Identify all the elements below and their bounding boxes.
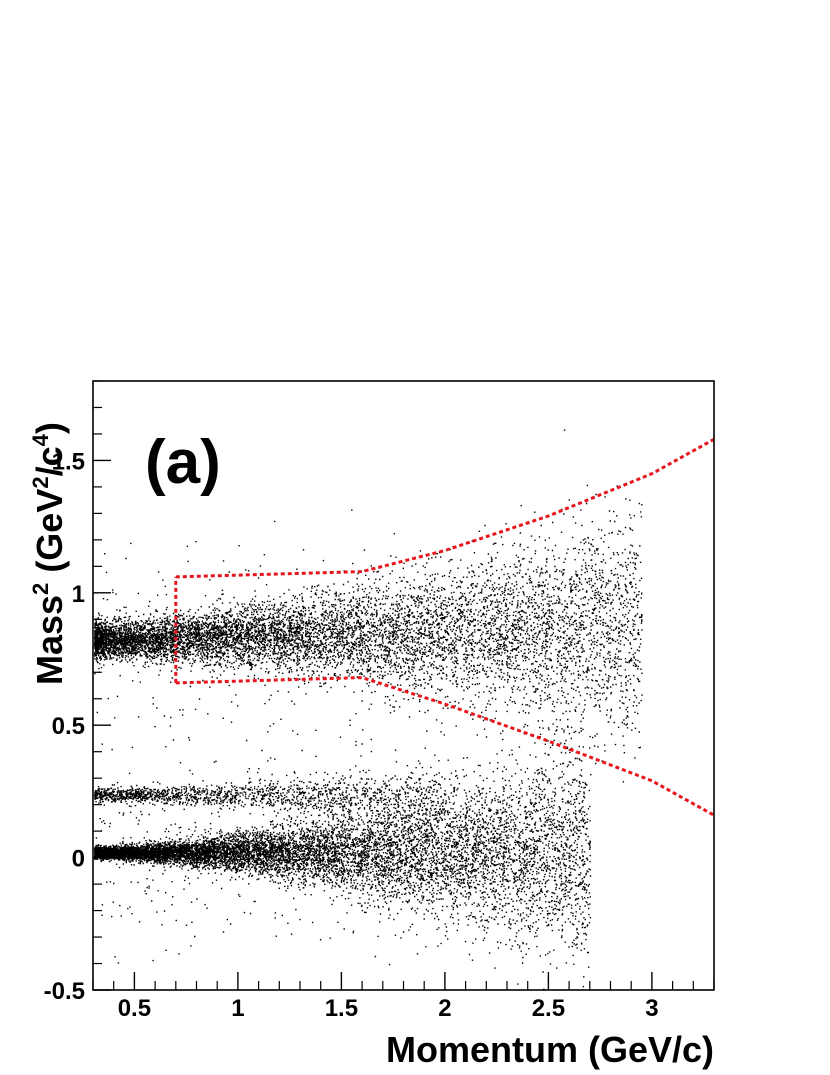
y-tick-label: 1	[72, 581, 85, 608]
y-axis-title: Mass2 (GeV2/c4)	[28, 422, 70, 685]
scatter-points	[94, 429, 643, 990]
y-tick-label: 0	[72, 846, 85, 873]
y-axis-title-exp: 2	[28, 583, 53, 595]
x-tick-label: 2	[438, 995, 451, 1022]
band-3-points	[94, 668, 592, 990]
y-axis-title-unit-exp2: 4	[28, 433, 53, 446]
y-axis-title-unit-close: )	[29, 422, 70, 434]
x-tick-label: 0.5	[118, 995, 151, 1022]
x-tick-label: 1.5	[325, 995, 358, 1022]
y-tick-label: 0.5	[52, 713, 85, 740]
selection-cut-lines	[174, 437, 715, 817]
y-axis-title-base: Mass	[29, 595, 70, 685]
y-axis-title-unit-exp1: 2	[28, 476, 53, 488]
y-axis-title-unit-mid: /c	[29, 446, 70, 476]
y-tick-label: 1.5	[52, 448, 85, 475]
x-axis-title: Momentum (GeV/c)	[386, 1029, 714, 1070]
panel-label: (a)	[145, 428, 221, 497]
cut-upper-line	[175, 437, 715, 579]
axis-ticks	[92, 380, 715, 991]
axis-tick-labels: 0.5 1 1.5 2 2.5 3 -0.5 0 0.5 1 1.5	[44, 448, 659, 1022]
x-tick-label: 1	[231, 995, 244, 1022]
y-axis-title-unit-open: (GeV	[29, 489, 70, 583]
band-1-points	[94, 429, 643, 783]
x-tick-label: 3	[645, 995, 658, 1022]
x-tick-label: 2.5	[532, 995, 565, 1022]
cut-lower-line	[175, 676, 715, 817]
y-tick-label: -0.5	[44, 978, 85, 1005]
